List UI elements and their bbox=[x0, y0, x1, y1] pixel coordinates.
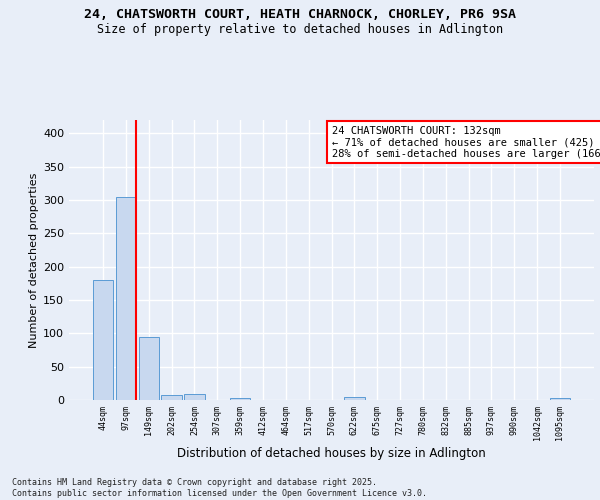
Text: Contains HM Land Registry data © Crown copyright and database right 2025.
Contai: Contains HM Land Registry data © Crown c… bbox=[12, 478, 427, 498]
X-axis label: Distribution of detached houses by size in Adlington: Distribution of detached houses by size … bbox=[177, 447, 486, 460]
Bar bbox=[161, 394, 182, 400]
Bar bbox=[93, 280, 113, 400]
Text: 24, CHATSWORTH COURT, HEATH CHARNOCK, CHORLEY, PR6 9SA: 24, CHATSWORTH COURT, HEATH CHARNOCK, CH… bbox=[84, 8, 516, 20]
Bar bbox=[139, 338, 159, 400]
Bar bbox=[344, 398, 365, 400]
Bar bbox=[184, 394, 205, 400]
Text: 24 CHATSWORTH COURT: 132sqm
← 71% of detached houses are smaller (425)
28% of se: 24 CHATSWORTH COURT: 132sqm ← 71% of det… bbox=[331, 126, 600, 159]
Bar bbox=[230, 398, 250, 400]
Y-axis label: Number of detached properties: Number of detached properties bbox=[29, 172, 39, 348]
Bar bbox=[116, 196, 136, 400]
Text: Size of property relative to detached houses in Adlington: Size of property relative to detached ho… bbox=[97, 22, 503, 36]
Bar bbox=[550, 398, 570, 400]
